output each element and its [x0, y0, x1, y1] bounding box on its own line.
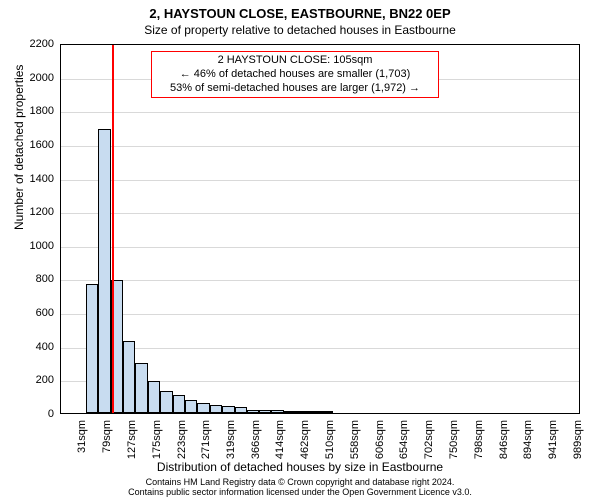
histogram-bar	[185, 400, 197, 413]
page-title: 2, HAYSTOUN CLOSE, EASTBOURNE, BN22 0EP	[0, 0, 600, 21]
y-tick-label: 400	[14, 341, 54, 353]
y-tick-label: 600	[14, 307, 54, 319]
y-tick-label: 2200	[14, 38, 54, 50]
histogram-bar	[98, 129, 110, 413]
histogram-bar	[235, 407, 247, 413]
histogram-bar	[309, 411, 321, 413]
info-box-line: ← 46% of detached houses are smaller (1,…	[158, 68, 432, 82]
y-tick-label: 1400	[14, 173, 54, 185]
histogram-bar	[321, 411, 333, 413]
y-tick-label: 800	[14, 273, 54, 285]
property-info-box: 2 HAYSTOUN CLOSE: 105sqm← 46% of detache…	[151, 51, 439, 98]
histogram-bar	[135, 363, 147, 413]
histogram-bar	[222, 406, 234, 413]
histogram-bar	[86, 284, 98, 414]
histogram-bar	[148, 381, 160, 413]
y-tick-label: 1600	[14, 139, 54, 151]
histogram-bar	[160, 391, 172, 413]
info-box-line: 53% of semi-detached houses are larger (…	[158, 82, 432, 96]
gridline	[61, 247, 579, 248]
y-tick-label: 1000	[14, 240, 54, 252]
footer: Contains HM Land Registry data © Crown c…	[0, 478, 600, 498]
plot-area: 2 HAYSTOUN CLOSE: 105sqm← 46% of detache…	[60, 44, 580, 414]
y-tick-label: 2000	[14, 72, 54, 84]
y-tick-label: 1200	[14, 206, 54, 218]
y-tick-label: 1800	[14, 105, 54, 117]
x-axis-label: Distribution of detached houses by size …	[0, 460, 600, 474]
histogram-bar	[123, 341, 135, 413]
chart: 2 HAYSTOUN CLOSE: 105sqm← 46% of detache…	[60, 44, 580, 414]
y-tick-label: 0	[14, 408, 54, 420]
info-box-line: 2 HAYSTOUN CLOSE: 105sqm	[158, 54, 432, 68]
histogram-bar	[271, 410, 283, 413]
gridline	[61, 280, 579, 281]
histogram-bar	[284, 411, 296, 413]
histogram-bar	[259, 410, 271, 413]
histogram-bar	[247, 410, 259, 413]
property-marker-line	[112, 45, 114, 413]
gridline	[61, 348, 579, 349]
gridline	[61, 180, 579, 181]
gridline	[61, 314, 579, 315]
histogram-bar	[173, 395, 185, 414]
gridline	[61, 146, 579, 147]
gridline	[61, 213, 579, 214]
page-subtitle: Size of property relative to detached ho…	[0, 21, 600, 41]
y-tick-label: 200	[14, 374, 54, 386]
histogram-bar	[197, 403, 209, 413]
histogram-bar	[210, 405, 222, 413]
footer-line-2: Contains public sector information licen…	[0, 488, 600, 498]
histogram-bar	[296, 411, 308, 413]
gridline	[61, 112, 579, 113]
